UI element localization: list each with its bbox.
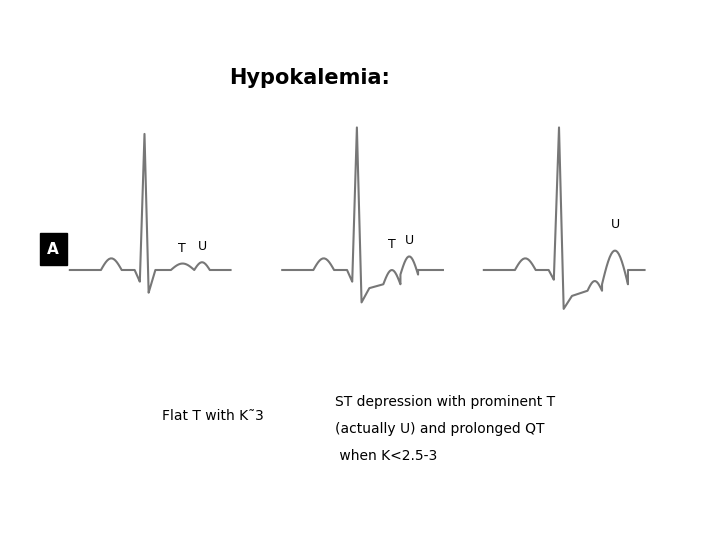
Text: T: T <box>179 241 186 255</box>
Text: ST depression with prominent T: ST depression with prominent T <box>335 395 555 409</box>
Text: U: U <box>611 218 619 231</box>
Text: A: A <box>48 242 59 256</box>
Text: Hypokalemia:: Hypokalemia: <box>229 68 390 89</box>
Text: U: U <box>197 240 207 253</box>
Text: Flat T with K˜3: Flat T with K˜3 <box>161 409 264 423</box>
Text: when K<2.5-3: when K<2.5-3 <box>335 449 437 463</box>
Text: (actually U) and prolonged QT: (actually U) and prolonged QT <box>335 422 544 436</box>
Text: U: U <box>405 234 414 247</box>
FancyBboxPatch shape <box>40 233 67 265</box>
Text: T: T <box>388 238 395 251</box>
